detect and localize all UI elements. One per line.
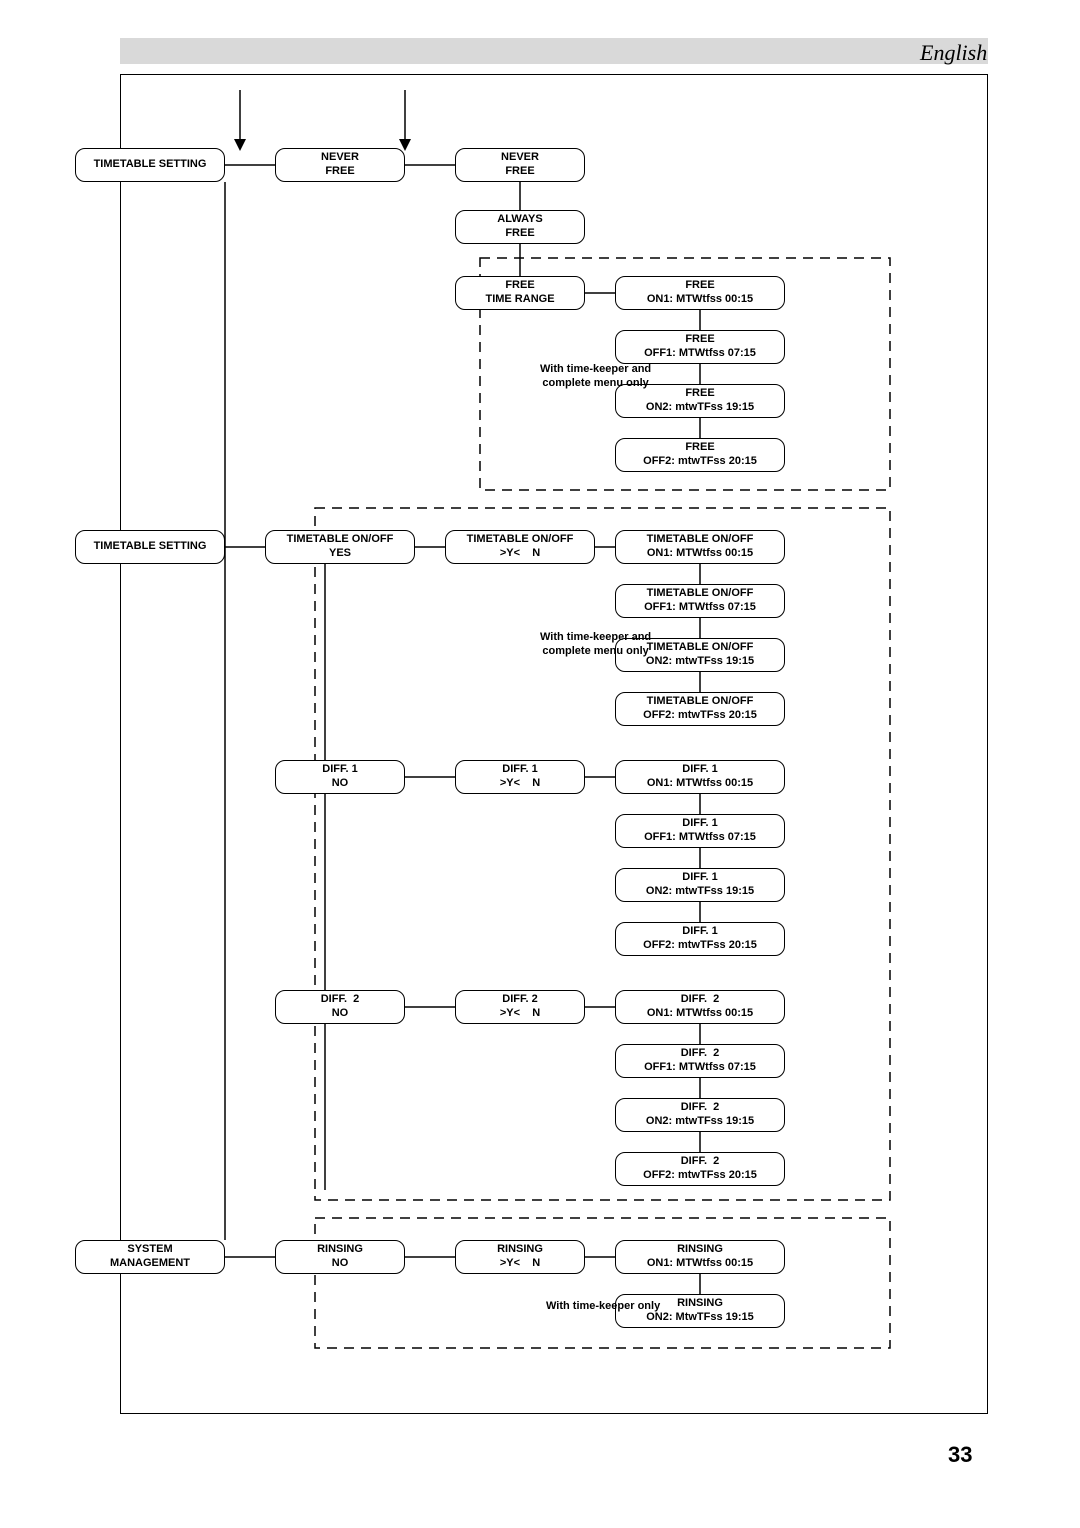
node-r_yn: RINSING >Y< N <box>455 1240 585 1274</box>
node-always: ALWAYS FREE <box>455 210 585 244</box>
node-tt_yes: TIMETABLE ON/OFF YES <box>265 530 415 564</box>
header-bar <box>120 38 988 64</box>
note-note2: With time-keeper and complete menu only <box>540 631 651 659</box>
page-number: 33 <box>948 1442 972 1468</box>
note-note3: With time-keeper only <box>546 1300 660 1314</box>
node-f_on1: FREE ON1: MTWtfss 00:15 <box>615 276 785 310</box>
node-d1_off1: DIFF. 1 OFF1: MTWtfss 07:15 <box>615 814 785 848</box>
node-r_on1: RINSING ON1: MTWtfss 00:15 <box>615 1240 785 1274</box>
header-language: English <box>920 40 987 66</box>
node-ts2: TIMETABLE SETTING <box>75 530 225 564</box>
node-d2_no: DIFF. 2 NO <box>275 990 405 1024</box>
node-tt_yn: TIMETABLE ON/OFF >Y< N <box>445 530 595 564</box>
node-tt_off1: TIMETABLE ON/OFF OFF1: MTWtfss 07:15 <box>615 584 785 618</box>
diagram-canvas: English TIMETABLE SETTING NEVER FREE NEVER… <box>50 30 1030 1480</box>
node-d1_off2: DIFF. 1 OFF2: mtwTFss 20:15 <box>615 922 785 956</box>
node-f_off2: FREE OFF2: mtwTFss 20:15 <box>615 438 785 472</box>
node-r_no: RINSING NO <box>275 1240 405 1274</box>
node-d1_yn: DIFF. 1 >Y< N <box>455 760 585 794</box>
node-d1_no: DIFF. 1 NO <box>275 760 405 794</box>
diagram-border <box>120 74 988 1414</box>
node-ts1: TIMETABLE SETTING <box>75 148 225 182</box>
node-sys: SYSTEM MANAGEMENT <box>75 1240 225 1274</box>
node-d1_on2: DIFF. 1 ON2: mtwTFss 19:15 <box>615 868 785 902</box>
node-f_off1: FREE OFF1: MTWtfss 07:15 <box>615 330 785 364</box>
node-d2_off1: DIFF. 2 OFF1: MTWtfss 07:15 <box>615 1044 785 1078</box>
node-tt_off2: TIMETABLE ON/OFF OFF2: mtwTFss 20:15 <box>615 692 785 726</box>
node-d2_yn: DIFF. 2 >Y< N <box>455 990 585 1024</box>
node-never1: NEVER FREE <box>275 148 405 182</box>
node-d2_on2: DIFF. 2 ON2: mtwTFss 19:15 <box>615 1098 785 1132</box>
note-note1: With time-keeper and complete menu only <box>540 363 651 391</box>
node-ftr: FREE TIME RANGE <box>455 276 585 310</box>
node-tt_on1: TIMETABLE ON/OFF ON1: MTWtfss 00:15 <box>615 530 785 564</box>
node-never2: NEVER FREE <box>455 148 585 182</box>
node-d2_on1: DIFF. 2 ON1: MTWtfss 00:15 <box>615 990 785 1024</box>
node-d2_off2: DIFF. 2 OFF2: mtwTFss 20:15 <box>615 1152 785 1186</box>
node-d1_on1: DIFF. 1 ON1: MTWtfss 00:15 <box>615 760 785 794</box>
